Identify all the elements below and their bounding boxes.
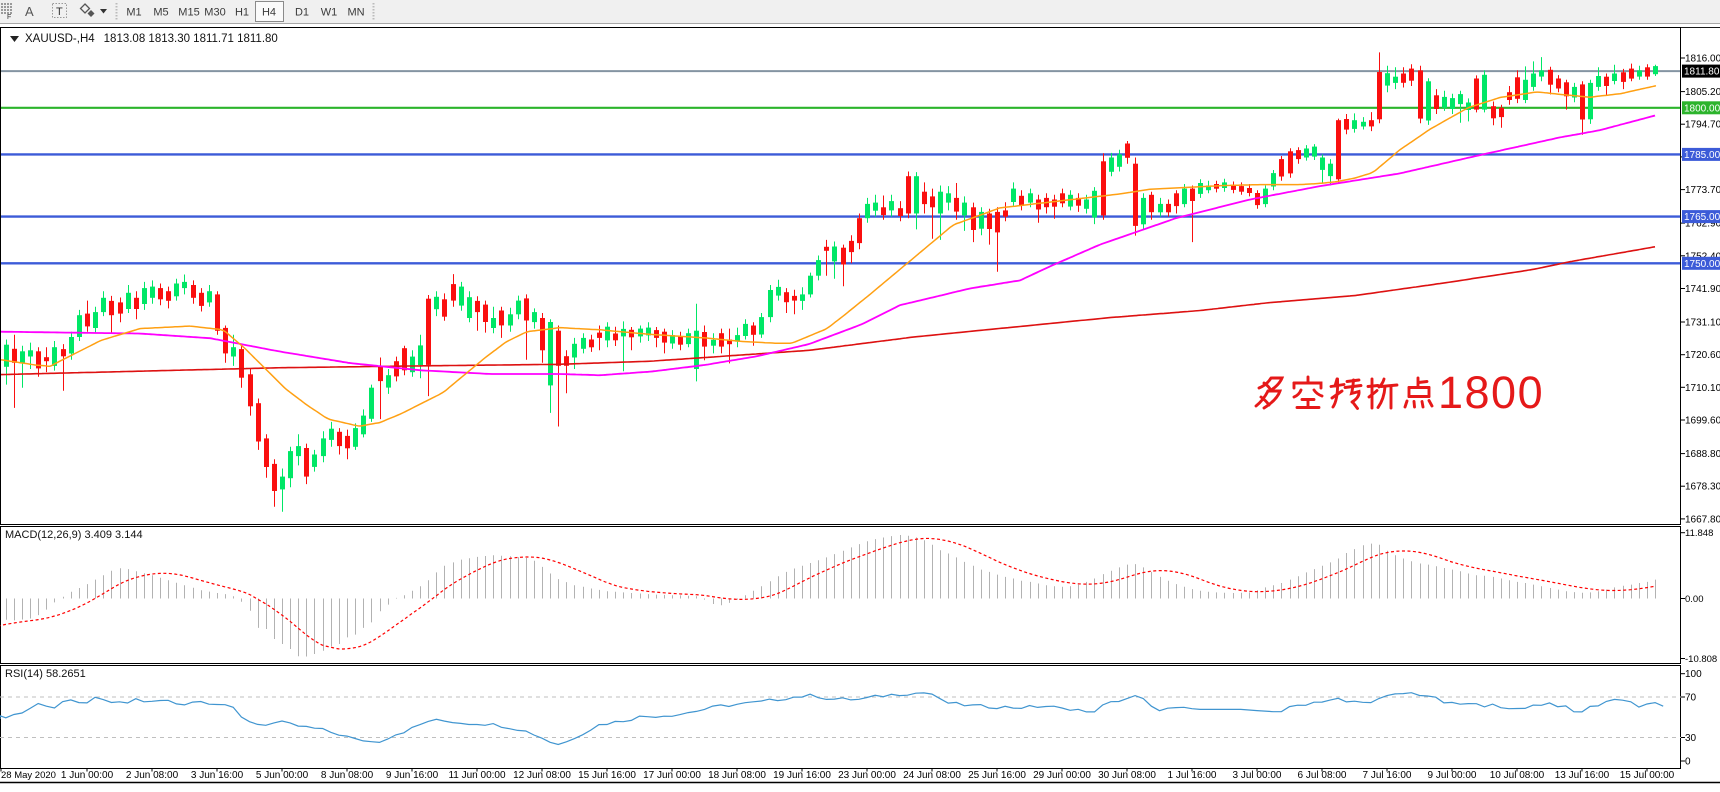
svg-text:30 Jun 08:00: 30 Jun 08:00 — [1098, 770, 1156, 781]
svg-text:MN: MN — [347, 7, 364, 19]
svg-text:8 Jun 08:00: 8 Jun 08:00 — [321, 770, 374, 781]
svg-text:1765.00: 1765.00 — [1684, 212, 1720, 223]
svg-text:1805.20: 1805.20 — [1685, 87, 1720, 98]
svg-text:3 Jul 00:00: 3 Jul 00:00 — [1233, 770, 1282, 781]
svg-text:M15: M15 — [178, 7, 199, 19]
svg-text:1785.00: 1785.00 — [1684, 150, 1720, 161]
svg-text:19 Jun 16:00: 19 Jun 16:00 — [773, 770, 831, 781]
svg-text:6 Jul 08:00: 6 Jul 08:00 — [1298, 770, 1347, 781]
svg-text:1800.00: 1800.00 — [1684, 103, 1720, 114]
svg-text:10 Jul 08:00: 10 Jul 08:00 — [1490, 770, 1545, 781]
svg-text:23 Jun 00:00: 23 Jun 00:00 — [838, 770, 896, 781]
svg-text:1773.70: 1773.70 — [1685, 185, 1720, 196]
svg-text:29 Jun 00:00: 29 Jun 00:00 — [1033, 770, 1091, 781]
svg-text:2 Jun 08:00: 2 Jun 08:00 — [126, 770, 179, 781]
svg-text:5 Jun 00:00: 5 Jun 00:00 — [256, 770, 309, 781]
svg-text:1688.80: 1688.80 — [1685, 449, 1720, 460]
svg-text:15 Jul 00:00: 15 Jul 00:00 — [1620, 770, 1675, 781]
svg-text:7 Jul 16:00: 7 Jul 16:00 — [1363, 770, 1412, 781]
svg-text:H1: H1 — [235, 7, 249, 19]
svg-text:MACD(12,26,9) 3.409 3.144: MACD(12,26,9) 3.409 3.144 — [5, 529, 143, 541]
svg-text:30: 30 — [1685, 733, 1697, 744]
svg-text:-10.808: -10.808 — [1685, 654, 1717, 665]
svg-text:1750.00: 1750.00 — [1684, 259, 1720, 270]
svg-text:1794.70: 1794.70 — [1685, 120, 1720, 131]
svg-text:12 Jun 08:00: 12 Jun 08:00 — [513, 770, 571, 781]
svg-text:M1: M1 — [126, 7, 141, 19]
svg-text:28 May 2020: 28 May 2020 — [1, 770, 56, 781]
svg-text:100: 100 — [1685, 669, 1702, 680]
svg-text:15 Jun 16:00: 15 Jun 16:00 — [578, 770, 636, 781]
svg-text:9 Jun 16:00: 9 Jun 16:00 — [386, 770, 439, 781]
svg-text:1678.30: 1678.30 — [1685, 482, 1720, 493]
svg-text:11 Jun 00:00: 11 Jun 00:00 — [448, 770, 506, 781]
svg-text:M5: M5 — [153, 7, 168, 19]
svg-text:0: 0 — [1685, 757, 1691, 768]
svg-text:13 Jul 16:00: 13 Jul 16:00 — [1555, 770, 1610, 781]
svg-text:D1: D1 — [295, 7, 309, 19]
svg-text:1710.10: 1710.10 — [1685, 383, 1720, 394]
svg-text:1699.60: 1699.60 — [1685, 416, 1720, 427]
svg-text:25 Jun 16:00: 25 Jun 16:00 — [968, 770, 1026, 781]
svg-text:11.848: 11.848 — [1685, 528, 1713, 539]
svg-text:1741.90: 1741.90 — [1685, 284, 1720, 295]
svg-text:1 Jun 00:00: 1 Jun 00:00 — [61, 770, 114, 781]
svg-text:M30: M30 — [204, 7, 225, 19]
svg-text:3 Jun 16:00: 3 Jun 16:00 — [191, 770, 244, 781]
svg-text:17 Jun 00:00: 17 Jun 00:00 — [643, 770, 701, 781]
svg-text:F: F — [7, 14, 11, 21]
svg-text:1667.80: 1667.80 — [1685, 514, 1720, 525]
svg-text:1816.00: 1816.00 — [1685, 54, 1720, 65]
svg-text:A: A — [25, 4, 34, 19]
svg-text:1720.60: 1720.60 — [1685, 350, 1720, 361]
svg-text:H4: H4 — [262, 7, 276, 19]
svg-text:1800: 1800 — [1438, 367, 1544, 418]
svg-text:18 Jun 08:00: 18 Jun 08:00 — [708, 770, 766, 781]
svg-text:9 Jul 00:00: 9 Jul 00:00 — [1428, 770, 1477, 781]
svg-text:1762.90: 1762.90 — [1685, 219, 1720, 230]
svg-text:0.00: 0.00 — [1685, 594, 1704, 605]
svg-text:1731.10: 1731.10 — [1685, 318, 1720, 329]
svg-text:1811.80: 1811.80 — [1684, 67, 1720, 78]
svg-text:T: T — [56, 6, 63, 18]
svg-text:W1: W1 — [321, 7, 338, 19]
svg-text:RSI(14) 58.2651: RSI(14) 58.2651 — [5, 668, 86, 680]
svg-text:1 Jul 16:00: 1 Jul 16:00 — [1168, 770, 1217, 781]
svg-text:70: 70 — [1685, 693, 1697, 704]
svg-text:24 Jun 08:00: 24 Jun 08:00 — [903, 770, 961, 781]
